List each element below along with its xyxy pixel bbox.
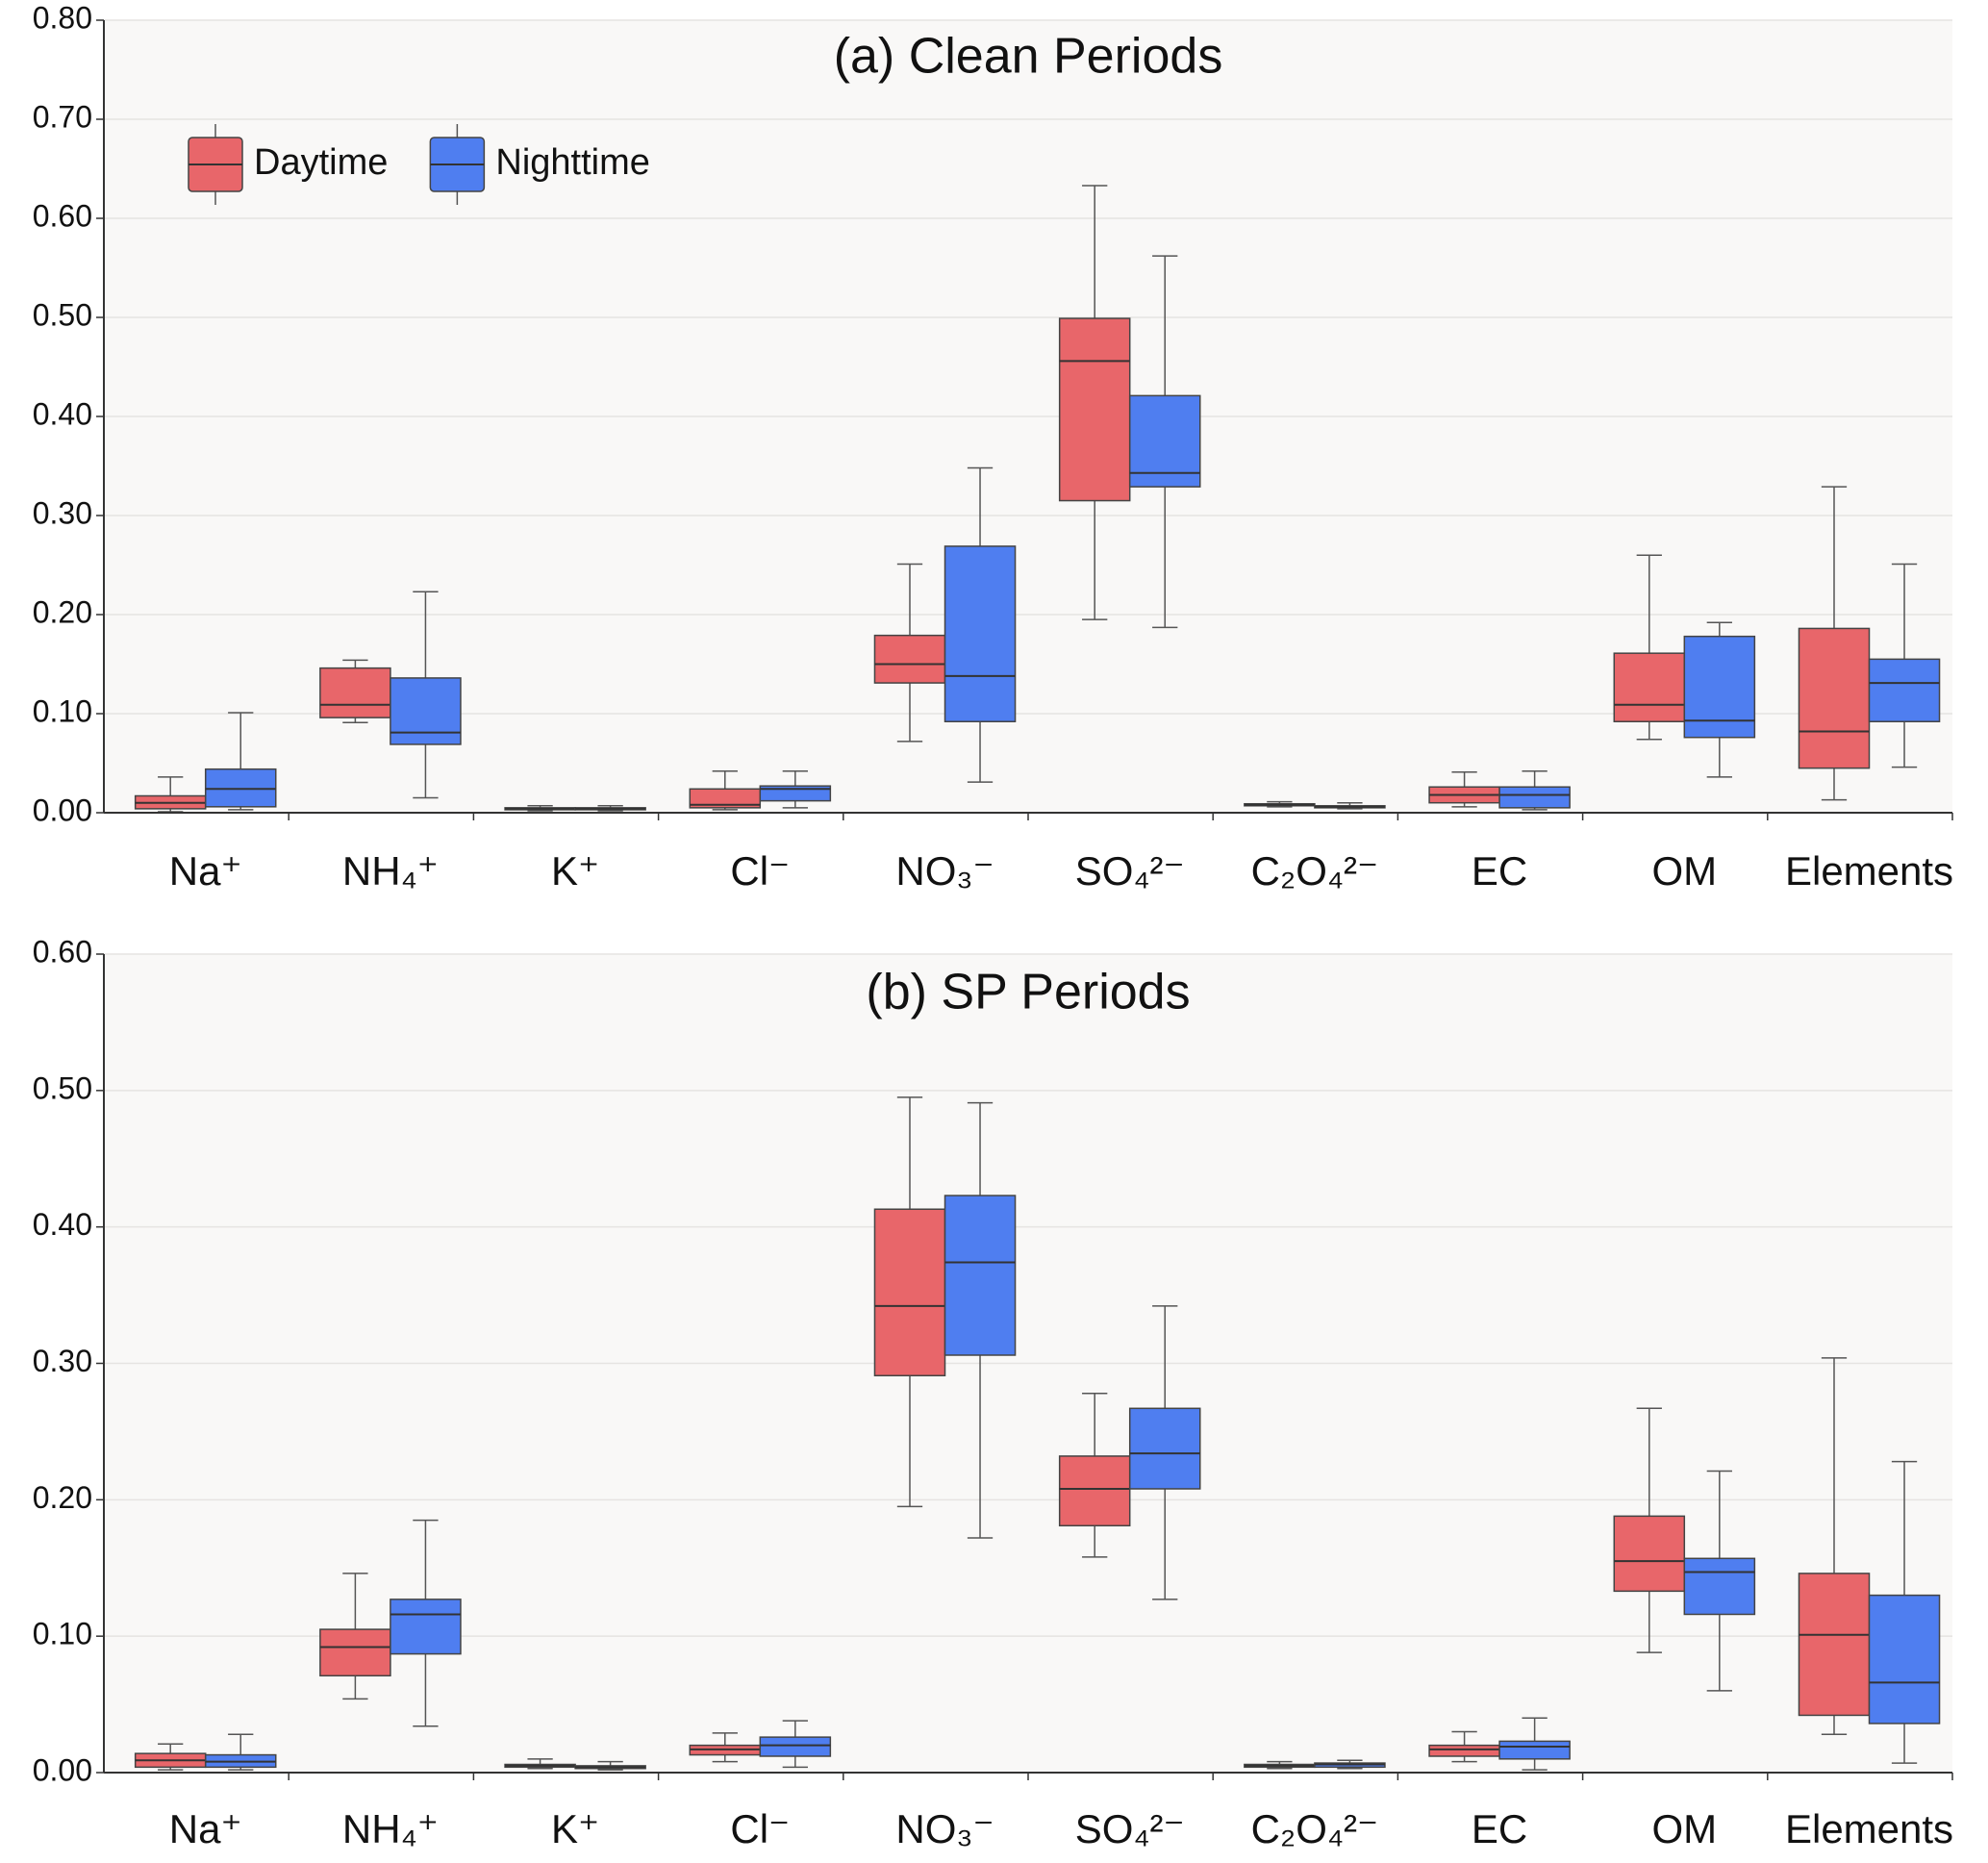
box	[1058, 1455, 1131, 1527]
box	[1498, 786, 1571, 809]
y-tick-label: 0.00	[33, 1752, 92, 1787]
y-tick-label: 0.70	[33, 99, 92, 134]
x-tick-label: Na⁺	[169, 1806, 242, 1851]
x-tick-label: NO₃⁻	[895, 848, 994, 894]
y-tick-label: 0.40	[33, 396, 92, 431]
box	[390, 1599, 462, 1655]
x-tick-label: OM	[1651, 848, 1717, 894]
x-tick-label: SO₄²⁻	[1075, 1806, 1185, 1851]
y-tick-label: 0.20	[33, 1480, 92, 1515]
x-tick-label: NH₄⁺	[342, 848, 439, 894]
box	[1428, 1744, 1500, 1757]
x-tick-label: Elements	[1785, 1806, 1953, 1851]
x-tick-label: C₂O₄²⁻	[1251, 848, 1379, 894]
y-tick-label: 0.00	[33, 793, 92, 827]
box	[1798, 627, 1871, 769]
x-tick-label: SO₄²⁻	[1075, 848, 1185, 894]
x-tick-label: Cl⁻	[730, 1806, 790, 1851]
x-tick-label: EC	[1472, 848, 1527, 894]
box	[944, 1195, 1017, 1356]
box	[1613, 1515, 1686, 1593]
y-tick-label: 0.60	[33, 198, 92, 233]
box	[1798, 1573, 1871, 1717]
x-tick-label: K⁺	[551, 1806, 599, 1851]
y-tick-label: 0.60	[33, 934, 92, 969]
box	[873, 1208, 946, 1377]
box	[319, 1628, 391, 1677]
x-tick-label: K⁺	[551, 848, 599, 894]
box	[873, 634, 946, 684]
x-tick-label: Cl⁻	[730, 848, 790, 894]
chart-title: (a) Clean Periods	[834, 29, 1223, 85]
box	[1868, 658, 1941, 722]
box	[319, 667, 391, 718]
x-tick-label: Elements	[1785, 848, 1953, 894]
y-tick-label: 0.30	[33, 495, 92, 530]
x-tick-label: OM	[1651, 1806, 1717, 1851]
box	[1058, 317, 1131, 502]
box	[1498, 1740, 1571, 1760]
box	[204, 768, 277, 808]
box	[1613, 652, 1686, 722]
box	[759, 1736, 832, 1757]
x-tick-label: Na⁺	[169, 848, 242, 894]
x-tick-label: C₂O₄²⁻	[1251, 1806, 1379, 1851]
y-tick-label: 0.40	[33, 1207, 92, 1242]
y-tick-label: 0.30	[33, 1344, 92, 1378]
y-tick-label: 0.50	[33, 297, 92, 332]
box	[1128, 394, 1201, 488]
box	[390, 677, 462, 745]
y-tick-label: 0.20	[33, 594, 92, 629]
x-tick-label: NO₃⁻	[895, 1806, 994, 1851]
box	[1128, 1407, 1201, 1490]
box	[1683, 635, 1756, 739]
y-tick-label: 0.10	[33, 1617, 92, 1651]
legend-label: Daytime	[254, 142, 388, 183]
x-tick-label: NH₄⁺	[342, 1806, 439, 1851]
y-tick-label: 0.80	[33, 0, 92, 35]
y-tick-label: 0.10	[33, 693, 92, 728]
box	[944, 545, 1017, 722]
box	[1868, 1594, 1941, 1725]
x-tick-label: EC	[1472, 1806, 1527, 1851]
y-tick-label: 0.50	[33, 1070, 92, 1105]
chart-title: (b) SP Periods	[866, 965, 1190, 1020]
legend-label: Nighttime	[495, 142, 650, 183]
box	[1683, 1557, 1756, 1616]
